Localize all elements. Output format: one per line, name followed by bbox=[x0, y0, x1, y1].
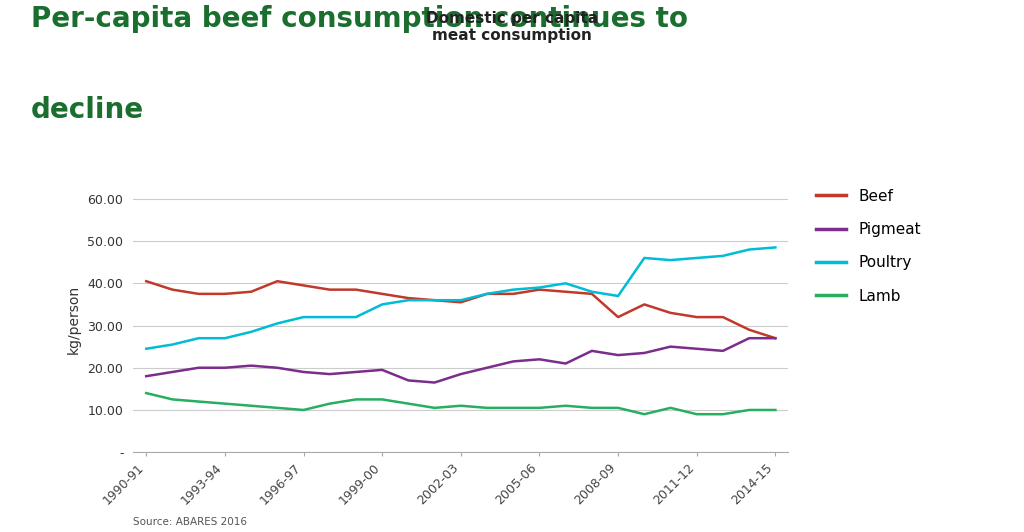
Legend: Beef, Pigmeat, Poultry, Lamb: Beef, Pigmeat, Poultry, Lamb bbox=[816, 188, 922, 304]
Text: decline: decline bbox=[31, 96, 143, 124]
Y-axis label: kg/person: kg/person bbox=[67, 285, 81, 354]
Text: Domestic per capita
meat consumption: Domestic per capita meat consumption bbox=[426, 11, 598, 43]
Text: Per-capita beef consumption continues to: Per-capita beef consumption continues to bbox=[31, 5, 688, 34]
Text: Source: ABARES 2016: Source: ABARES 2016 bbox=[133, 517, 247, 527]
